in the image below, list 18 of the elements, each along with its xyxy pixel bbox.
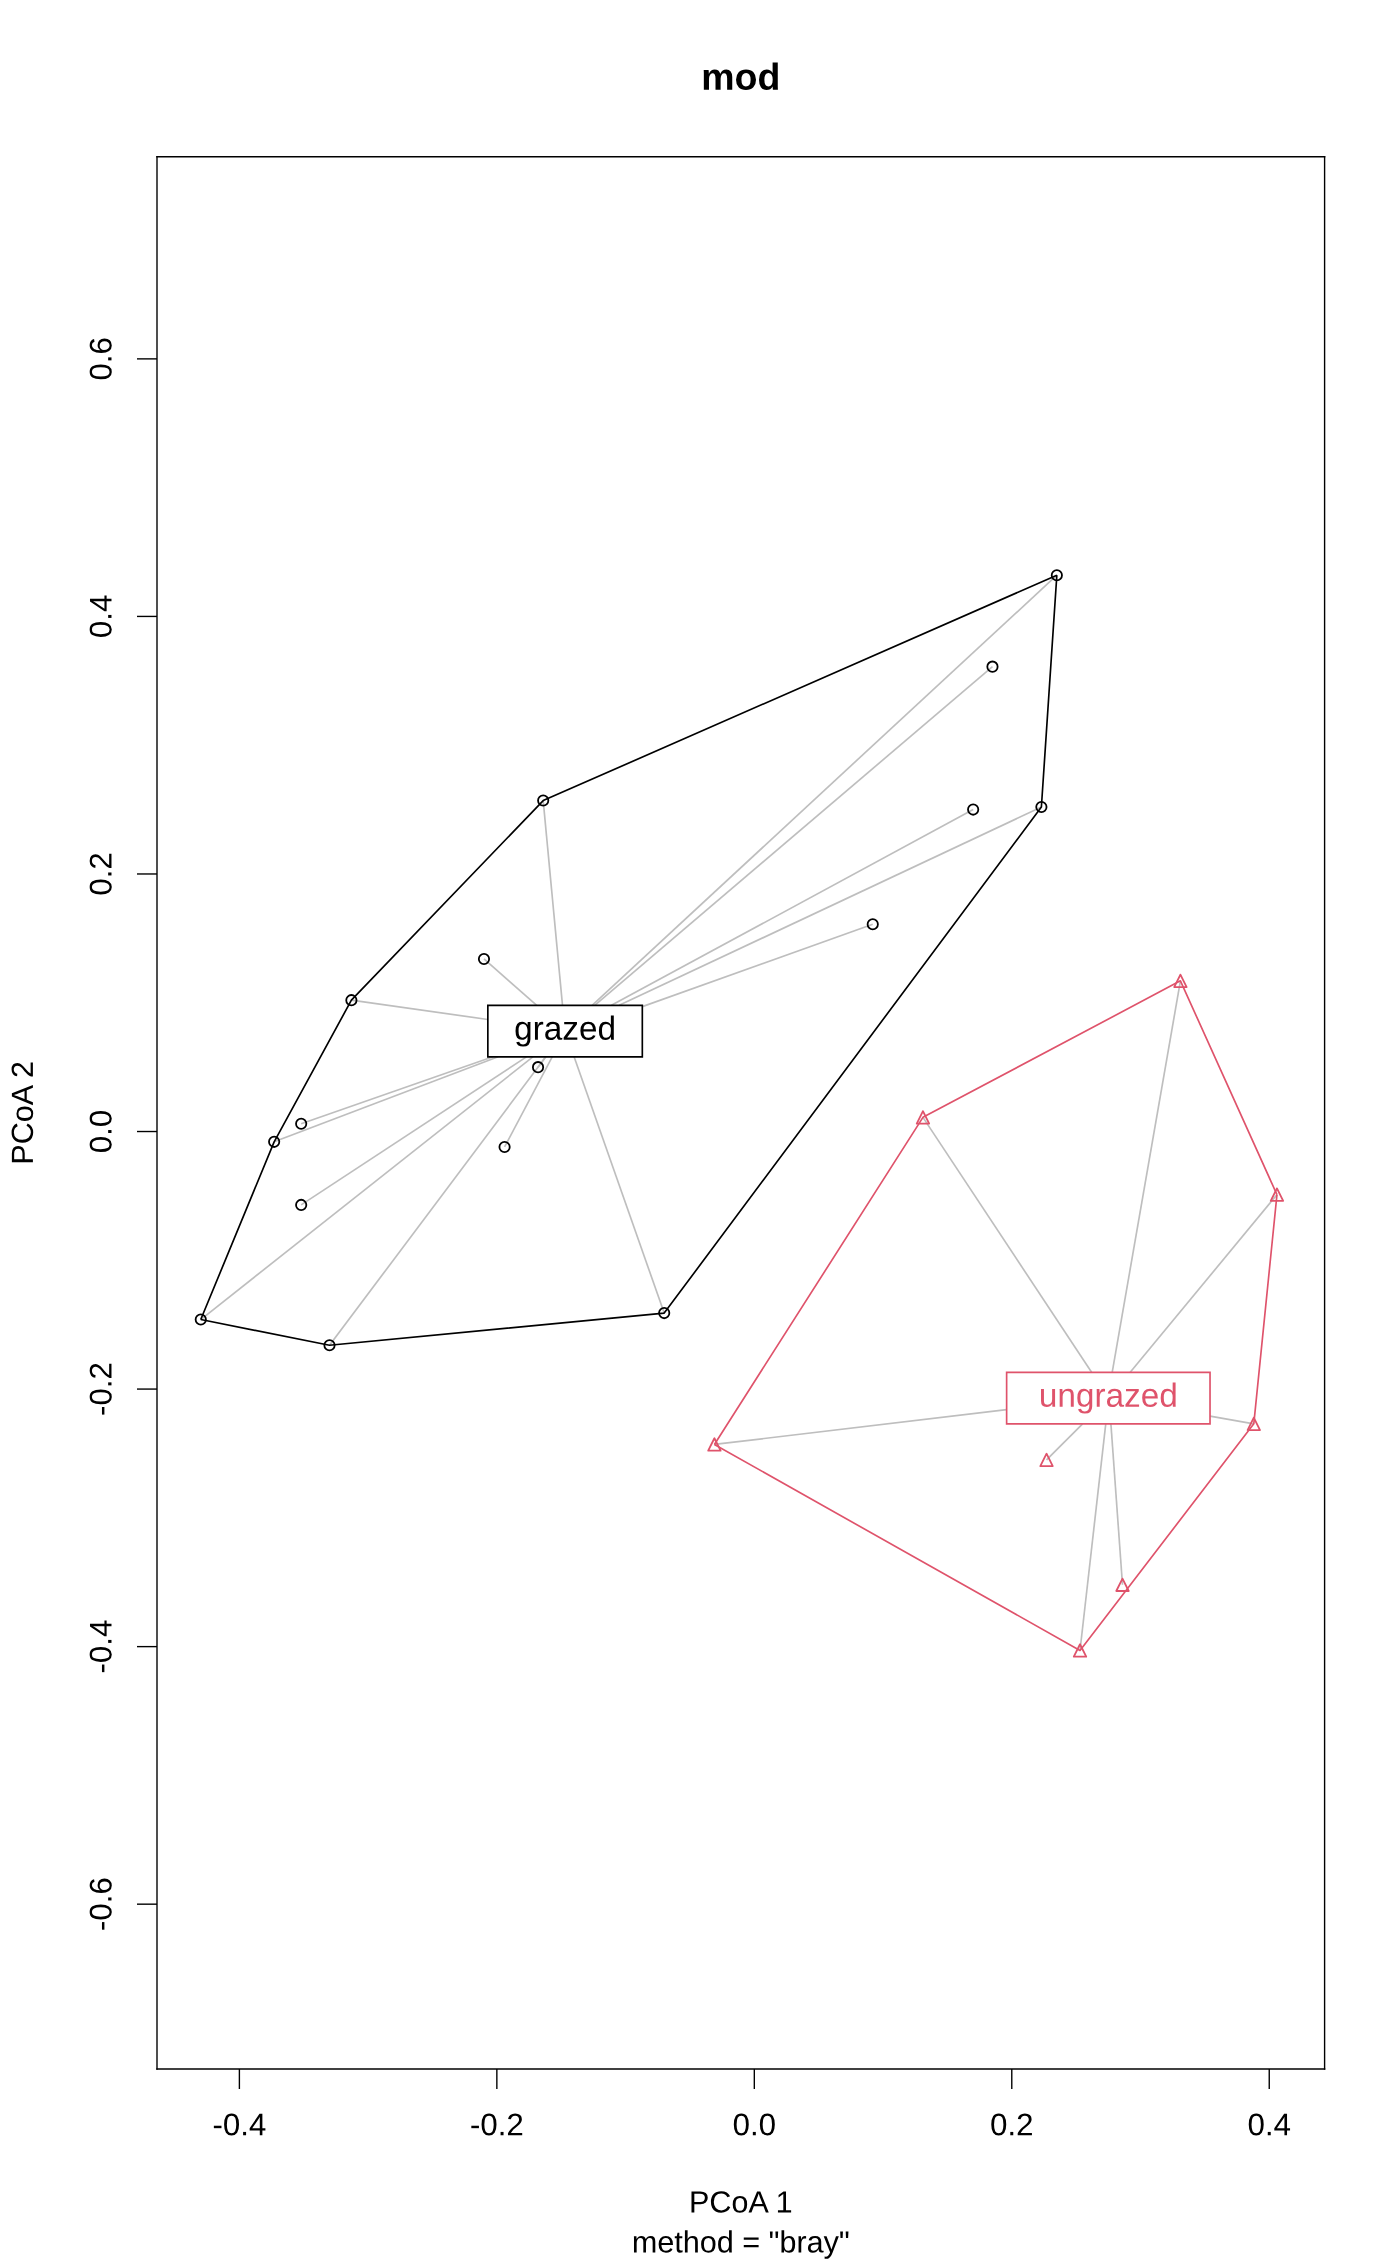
x-tick-label: 0.0 — [733, 2113, 775, 2136]
x-axis-title: PCoA 1 — [691, 2191, 792, 2213]
y-tick-label: 0.4 — [89, 595, 112, 637]
x-tick-label: 0.4 — [1248, 2113, 1291, 2136]
y-axis-title: PCoA 2 — [11, 1062, 34, 1163]
text: method = "bray" — [633, 2230, 849, 2259]
annotation: grazed — [515, 1015, 614, 1047]
y-tick-label: 0.6 — [89, 338, 112, 380]
y-tick-label: 0.0 — [89, 1111, 112, 1153]
x-tick-label: -0.2 — [471, 2113, 523, 2136]
x-tick-label: 0.2 — [991, 2113, 1032, 2136]
y-tick-label: 0.2 — [89, 853, 112, 895]
y-tick-label: -0.2 — [89, 1363, 112, 1415]
annotation: ungrazed — [1041, 1382, 1176, 1414]
chart-title: mod — [703, 62, 778, 91]
y-tick-label: -0.4 — [89, 1620, 112, 1673]
x-tick-label: -0.4 — [213, 2113, 266, 2136]
y-tick-label: -0.6 — [89, 1878, 112, 1930]
